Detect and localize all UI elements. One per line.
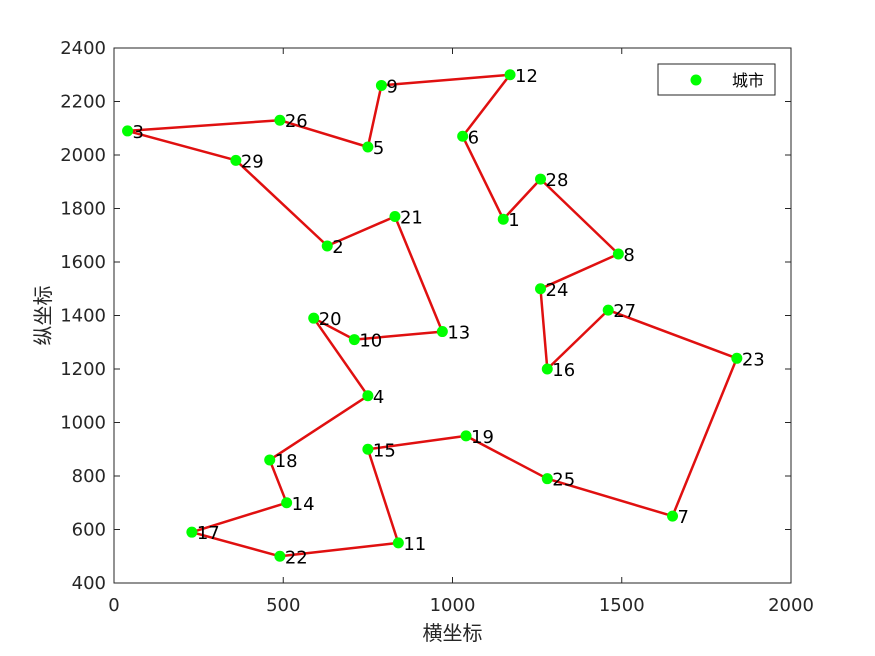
city-point-27	[602, 304, 614, 316]
legend-marker	[690, 74, 702, 86]
x-tick-label: 2000	[768, 595, 814, 616]
city-label-18: 18	[275, 451, 298, 472]
city-point-24	[535, 283, 547, 295]
city-label-7: 7	[678, 507, 689, 528]
city-point-18	[264, 454, 276, 466]
y-tick-label: 1200	[60, 359, 106, 380]
legend: 城市	[657, 63, 776, 96]
x-tick-label: 1000	[430, 595, 476, 616]
y-tick-label: 2200	[60, 92, 106, 113]
city-label-16: 16	[552, 360, 575, 381]
city-point-19	[460, 430, 472, 442]
city-point-3	[122, 125, 134, 137]
legend-box	[657, 63, 776, 96]
city-label-29: 29	[241, 151, 264, 172]
city-point-26	[274, 114, 286, 126]
city-label-5: 5	[373, 138, 384, 159]
city-label-2: 2	[332, 237, 343, 258]
city-point-16	[541, 363, 553, 375]
city-label-19: 19	[471, 427, 494, 448]
city-label-3: 3	[133, 122, 144, 143]
city-point-8	[612, 248, 624, 260]
route-line	[126, 73, 739, 558]
y-tick-label: 600	[72, 520, 106, 541]
plot-area	[114, 48, 791, 583]
points-layer	[122, 69, 743, 562]
city-point-1	[497, 213, 509, 225]
city-point-15	[362, 443, 374, 455]
city-point-21	[389, 211, 401, 223]
city-label-11: 11	[403, 534, 426, 555]
city-point-10	[348, 334, 360, 346]
city-label-14: 14	[292, 494, 315, 515]
city-point-7	[667, 510, 679, 522]
city-point-28	[535, 173, 547, 185]
y-tick-label: 400	[72, 573, 106, 594]
city-point-9	[375, 79, 387, 91]
city-label-10: 10	[359, 331, 382, 352]
city-label-1: 1	[508, 210, 519, 231]
city-label-21: 21	[400, 208, 423, 229]
city-label-25: 25	[552, 470, 575, 491]
city-point-11	[392, 537, 404, 549]
y-axis: 400 600 800 1000 1200 1400 1600 1800 2000 2200 240…	[60, 38, 791, 594]
city-label-6: 6	[468, 127, 479, 148]
y-tick-label: 1400	[60, 306, 106, 327]
y-tick-label: 2400	[60, 38, 106, 59]
city-label-12: 12	[515, 66, 538, 87]
city-point-29	[230, 154, 242, 166]
city-label-28: 28	[546, 170, 569, 191]
city-label-8: 8	[623, 245, 634, 266]
y-axis-label: 纵坐标	[31, 286, 55, 346]
y-tick-label: 2000	[60, 145, 106, 166]
city-point-17	[186, 526, 198, 538]
city-point-4	[362, 390, 374, 402]
city-label-13: 13	[447, 323, 470, 344]
city-point-20	[308, 312, 320, 324]
city-point-2	[321, 240, 333, 252]
y-tick-label: 1000	[60, 413, 106, 434]
labels-layer: 1234567891011121314151617181920212223242…	[133, 66, 765, 569]
x-axis-label: 横坐标	[423, 621, 483, 645]
city-point-13	[436, 326, 448, 338]
city-point-25	[541, 473, 553, 485]
city-label-17: 17	[197, 523, 220, 544]
x-tick-label: 500	[266, 595, 300, 616]
x-axis: 0 500 1000 1500 2000	[108, 48, 814, 616]
city-point-14	[281, 497, 293, 509]
city-label-23: 23	[742, 349, 765, 370]
x-tick-label: 1500	[599, 595, 645, 616]
city-point-5	[362, 141, 374, 153]
city-label-27: 27	[613, 301, 636, 322]
city-label-15: 15	[373, 440, 396, 461]
x-tick-label: 0	[108, 595, 119, 616]
y-tick-label: 800	[72, 466, 106, 487]
city-label-9: 9	[386, 76, 397, 97]
legend-entry: 城市	[732, 71, 764, 90]
route-layer	[126, 73, 739, 558]
city-point-6	[457, 130, 469, 142]
city-point-12	[504, 69, 516, 81]
city-label-22: 22	[285, 547, 308, 568]
city-point-22	[274, 550, 286, 562]
city-label-26: 26	[285, 111, 308, 132]
city-label-20: 20	[319, 309, 342, 330]
city-point-23	[731, 352, 743, 364]
y-tick-label: 1800	[60, 199, 106, 220]
city-label-4: 4	[373, 387, 384, 408]
y-tick-label: 1600	[60, 252, 106, 273]
city-label-24: 24	[546, 280, 569, 301]
